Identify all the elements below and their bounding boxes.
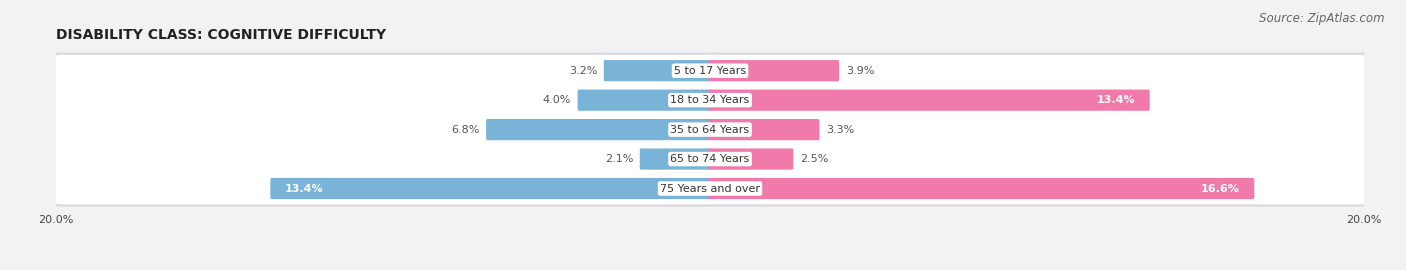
FancyBboxPatch shape: [52, 171, 1368, 207]
Text: 35 to 64 Years: 35 to 64 Years: [671, 124, 749, 135]
Text: 75 Years and over: 75 Years and over: [659, 184, 761, 194]
Text: 16.6%: 16.6%: [1201, 184, 1240, 194]
Text: 13.4%: 13.4%: [1097, 95, 1135, 105]
FancyBboxPatch shape: [55, 84, 1365, 116]
Text: 3.3%: 3.3%: [827, 124, 855, 135]
Text: 4.0%: 4.0%: [543, 95, 571, 105]
FancyBboxPatch shape: [709, 90, 1150, 111]
FancyBboxPatch shape: [52, 141, 1368, 177]
FancyBboxPatch shape: [709, 178, 1254, 199]
FancyBboxPatch shape: [55, 143, 1365, 175]
FancyBboxPatch shape: [52, 112, 1368, 148]
Text: 65 to 74 Years: 65 to 74 Years: [671, 154, 749, 164]
Text: 3.9%: 3.9%: [845, 66, 875, 76]
FancyBboxPatch shape: [709, 60, 839, 81]
Text: 18 to 34 Years: 18 to 34 Years: [671, 95, 749, 105]
FancyBboxPatch shape: [55, 55, 1365, 87]
Text: 2.1%: 2.1%: [605, 154, 633, 164]
FancyBboxPatch shape: [709, 148, 793, 170]
FancyBboxPatch shape: [486, 119, 711, 140]
FancyBboxPatch shape: [52, 82, 1368, 118]
Text: DISABILITY CLASS: COGNITIVE DIFFICULTY: DISABILITY CLASS: COGNITIVE DIFFICULTY: [56, 28, 387, 42]
Text: Source: ZipAtlas.com: Source: ZipAtlas.com: [1260, 12, 1385, 25]
FancyBboxPatch shape: [709, 119, 820, 140]
Text: 5 to 17 Years: 5 to 17 Years: [673, 66, 747, 76]
FancyBboxPatch shape: [270, 178, 711, 199]
FancyBboxPatch shape: [52, 53, 1368, 89]
Text: 3.2%: 3.2%: [569, 66, 598, 76]
FancyBboxPatch shape: [578, 90, 711, 111]
Text: 2.5%: 2.5%: [800, 154, 828, 164]
FancyBboxPatch shape: [55, 114, 1365, 146]
FancyBboxPatch shape: [55, 173, 1365, 204]
FancyBboxPatch shape: [603, 60, 711, 81]
FancyBboxPatch shape: [640, 148, 711, 170]
Text: 13.4%: 13.4%: [285, 184, 323, 194]
Text: 6.8%: 6.8%: [451, 124, 479, 135]
